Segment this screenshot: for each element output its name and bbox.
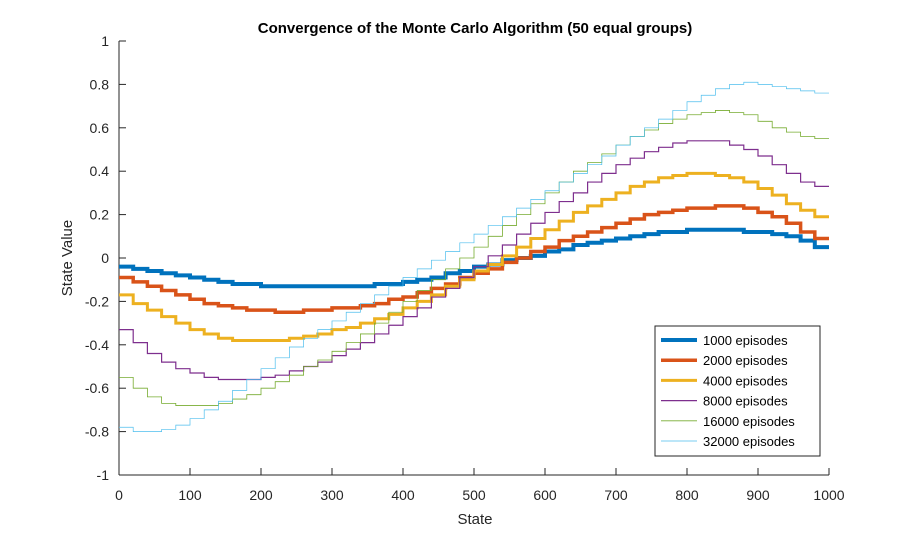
series-line-2000-episodes xyxy=(119,204,829,314)
y-tick-label: -0.2 xyxy=(85,293,109,309)
y-axis-label: State Value xyxy=(59,220,76,296)
y-tick-label: 0.2 xyxy=(90,207,110,223)
x-tick-label: 600 xyxy=(533,487,557,503)
y-tick-label: -0.8 xyxy=(85,424,109,440)
legend-entry: 32000 episodes xyxy=(703,434,795,449)
x-axis-label: State xyxy=(457,511,492,528)
legend-entry: 1000 episodes xyxy=(703,333,788,348)
y-tick-label: 0 xyxy=(101,250,109,266)
x-tick-label: 200 xyxy=(249,487,273,503)
y-tick-label: 0.8 xyxy=(90,76,110,92)
y-tick-label: 0.4 xyxy=(90,163,110,179)
y-tick-label: 1 xyxy=(101,33,109,49)
y-tick-label: -0.6 xyxy=(85,380,109,396)
y-tick-label: -1 xyxy=(97,467,110,483)
y-tick-label: 0.6 xyxy=(90,120,110,136)
x-tick-label: 100 xyxy=(178,487,202,503)
legend-entry: 2000 episodes xyxy=(703,353,788,368)
series-line-4000-episodes xyxy=(119,171,829,342)
legend-box xyxy=(654,325,821,457)
x-tick-label: 1000 xyxy=(813,487,844,503)
x-tick-label: 700 xyxy=(604,487,628,503)
series-line-16000-episodes xyxy=(119,110,829,406)
chart-title: Convergence of the Monte Carlo Algorithm… xyxy=(258,20,692,37)
legend-entry: 4000 episodes xyxy=(703,373,788,388)
legend-entry: 8000 episodes xyxy=(703,394,788,409)
series-line-8000-episodes xyxy=(119,140,829,381)
y-tick-label: -0.4 xyxy=(85,337,109,353)
x-tick-label: 400 xyxy=(391,487,415,503)
legend-entry: 16000 episodes xyxy=(703,414,795,429)
x-tick-label: 0 xyxy=(115,487,123,503)
x-tick-label: 300 xyxy=(320,487,344,503)
x-tick-label: 800 xyxy=(675,487,699,503)
x-tick-label: 900 xyxy=(746,487,770,503)
series-line-32000-episodes xyxy=(119,81,829,432)
x-tick-label: 500 xyxy=(462,487,486,503)
plot-area: 0 100 200 300 400 500 600 700 800 900 1000 -1 -0.8 -0… xyxy=(85,33,845,503)
